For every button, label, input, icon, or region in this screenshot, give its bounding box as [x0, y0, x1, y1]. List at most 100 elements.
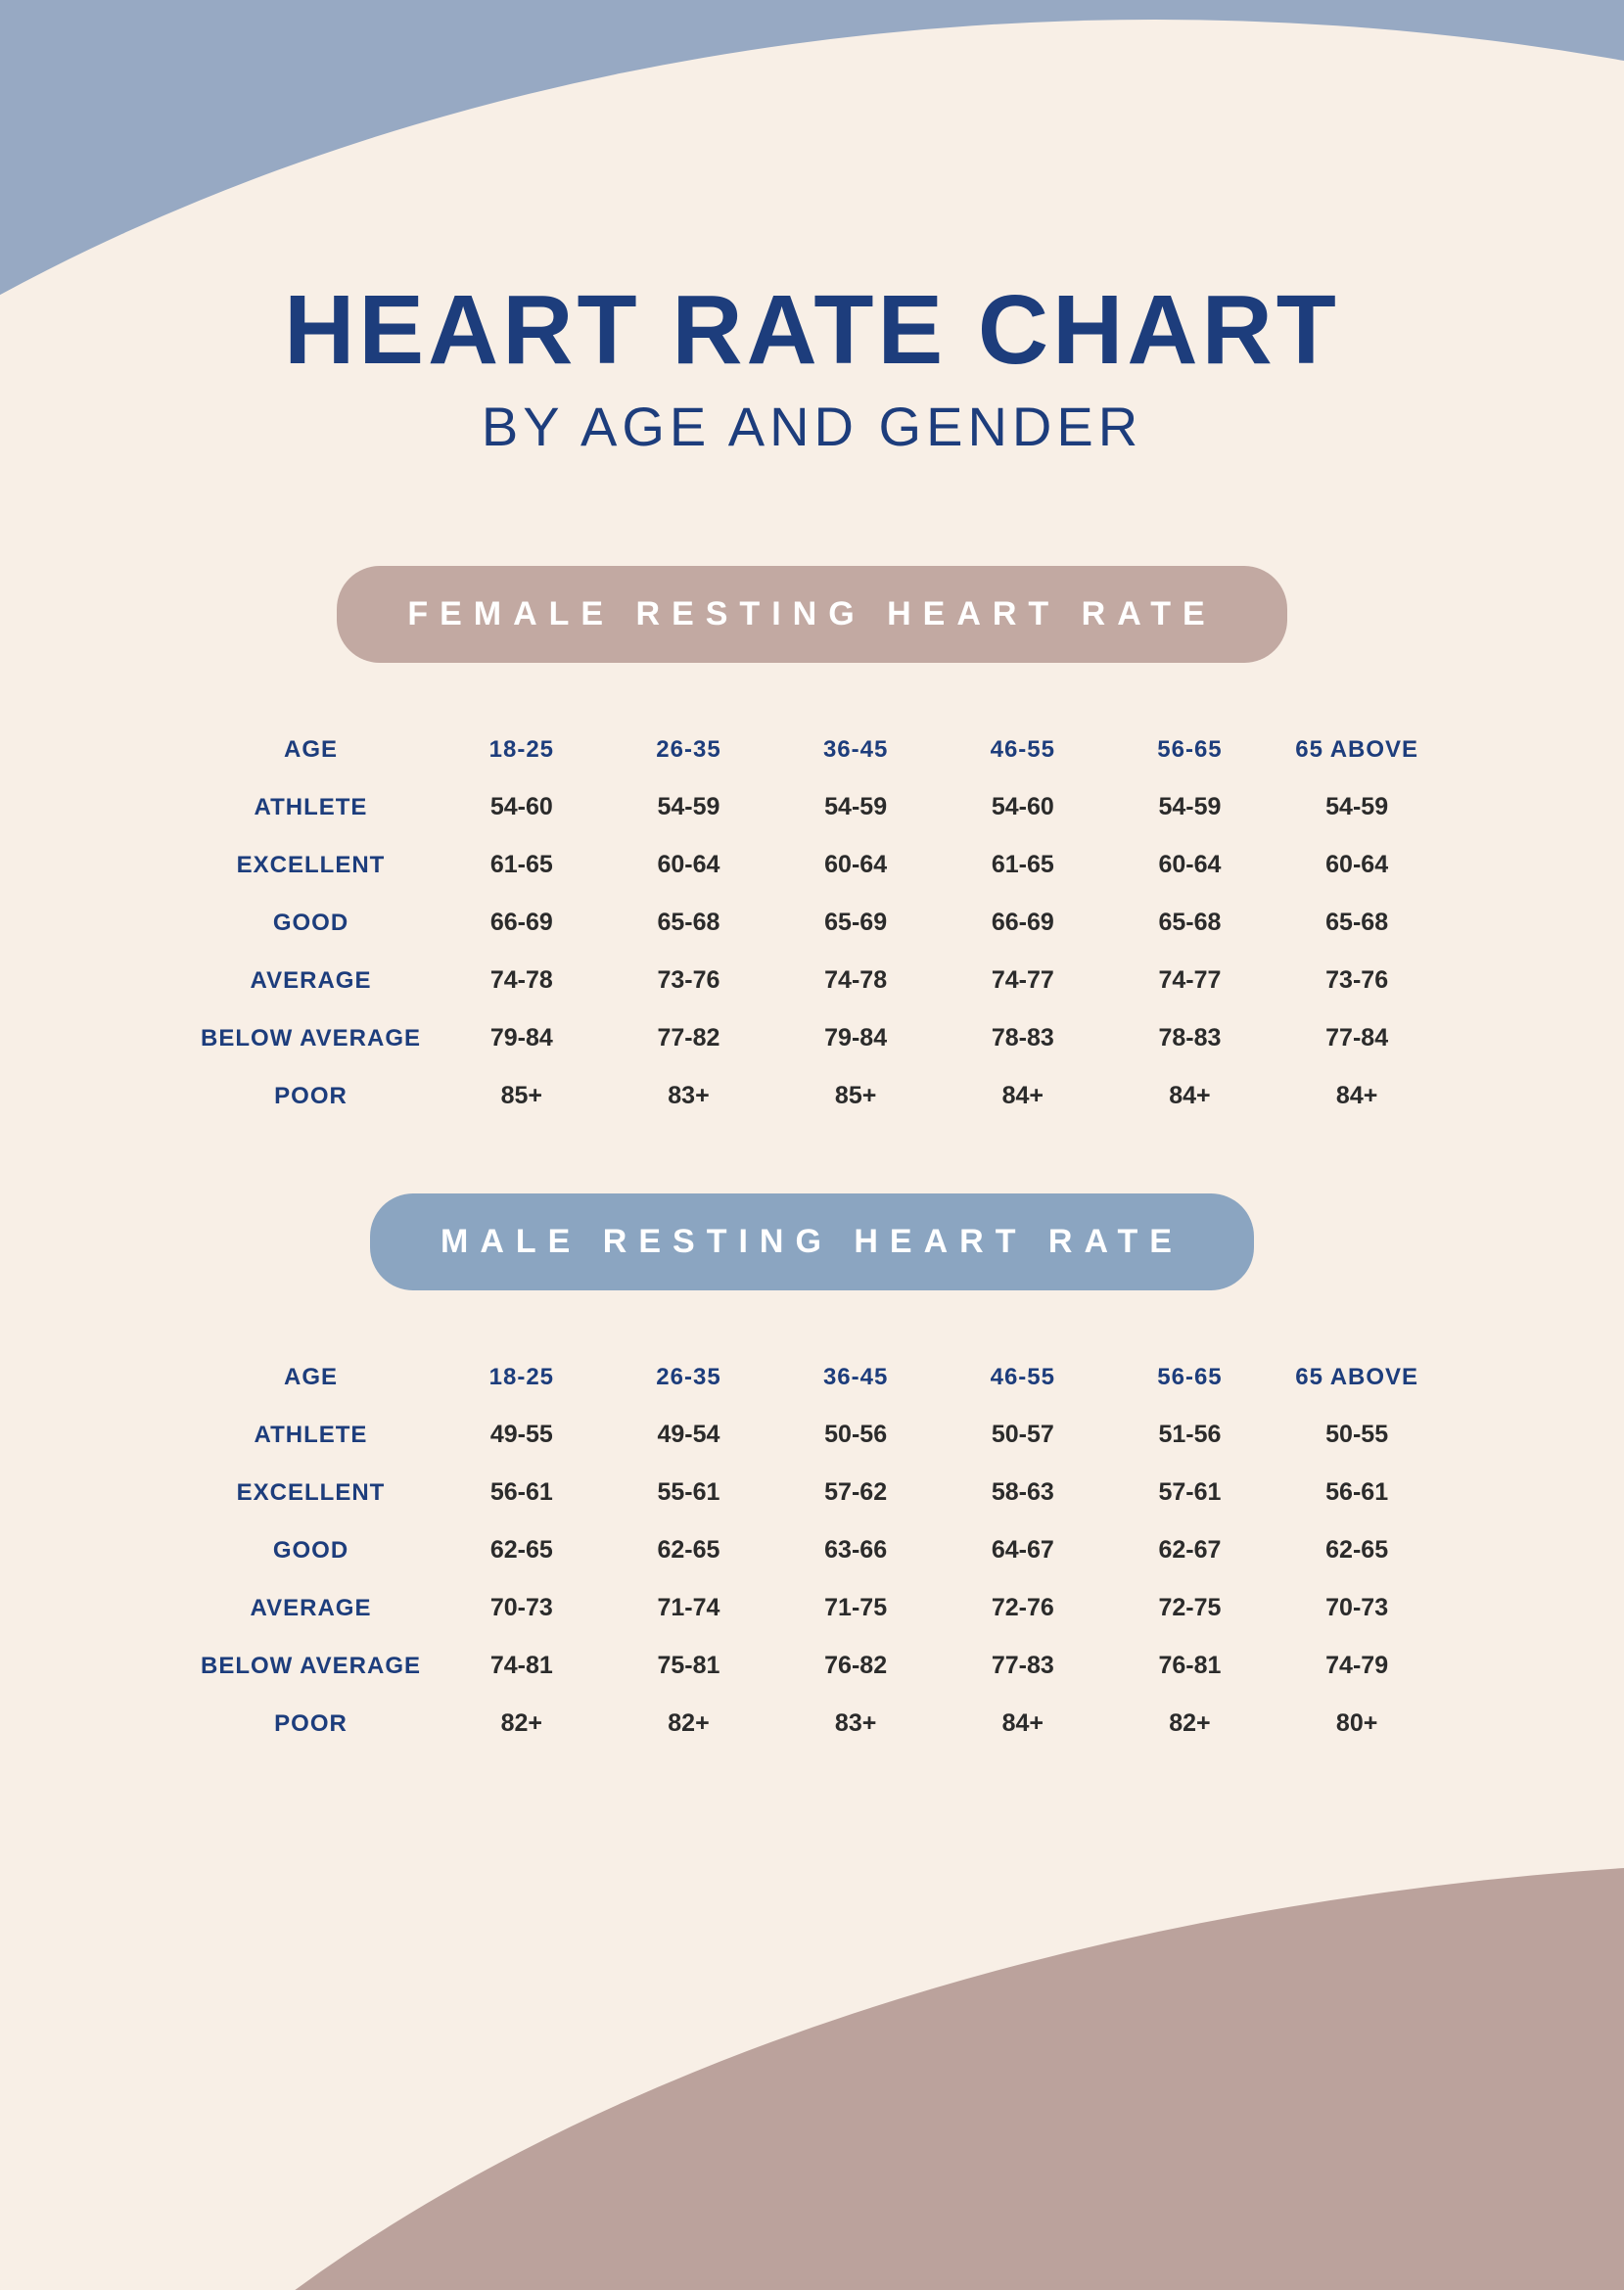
cell: 82+: [1106, 1695, 1274, 1753]
col-header: 65 ABOVE: [1274, 722, 1441, 778]
table-row: EXCELLENT56-6155-6157-6258-6357-6156-61: [184, 1464, 1441, 1521]
cell: 78-83: [1106, 1009, 1274, 1067]
col-header: 46-55: [939, 722, 1106, 778]
row-label: EXCELLENT: [184, 1464, 439, 1521]
table-row: ATHLETE54-6054-5954-5954-6054-5954-59: [184, 778, 1441, 836]
cell: 51-56: [1106, 1406, 1274, 1464]
cell: 83+: [605, 1067, 772, 1125]
cell: 56-61: [1274, 1464, 1441, 1521]
table-row: GOOD66-6965-6865-6966-6965-6865-68: [184, 894, 1441, 952]
cell: 61-65: [939, 836, 1106, 894]
cell: 57-62: [772, 1464, 940, 1521]
cell: 74-77: [1106, 952, 1274, 1009]
female-pill: FEMALE RESTING HEART RATE: [337, 566, 1286, 663]
cell: 63-66: [772, 1521, 940, 1579]
cell: 50-56: [772, 1406, 940, 1464]
cell: 60-64: [772, 836, 940, 894]
cell: 74-79: [1274, 1637, 1441, 1695]
cell: 62-65: [605, 1521, 772, 1579]
cell: 74-78: [439, 952, 606, 1009]
cell: 66-69: [939, 894, 1106, 952]
col-header: 36-45: [772, 722, 940, 778]
page-title: HEART RATE CHART: [0, 274, 1624, 387]
cell: 66-69: [439, 894, 606, 952]
row-label: ATHLETE: [184, 1406, 439, 1464]
cell: 77-82: [605, 1009, 772, 1067]
male-pill: MALE RESTING HEART RATE: [370, 1193, 1254, 1290]
col-header: 26-35: [605, 722, 772, 778]
page-subtitle: BY AGE AND GENDER: [0, 395, 1624, 458]
cell: 60-64: [1274, 836, 1441, 894]
cell: 82+: [439, 1695, 606, 1753]
cell: 54-59: [772, 778, 940, 836]
cell: 58-63: [939, 1464, 1106, 1521]
male-table-wrap: AGE 18-25 26-35 36-45 46-55 56-65 65 ABO…: [184, 1349, 1441, 1753]
cell: 70-73: [1274, 1579, 1441, 1637]
cell: 79-84: [439, 1009, 606, 1067]
col-header: 18-25: [439, 722, 606, 778]
cell: 50-57: [939, 1406, 1106, 1464]
cell: 72-76: [939, 1579, 1106, 1637]
cell: 84+: [939, 1067, 1106, 1125]
female-table: AGE 18-25 26-35 36-45 46-55 56-65 65 ABO…: [184, 722, 1441, 1125]
cell: 71-75: [772, 1579, 940, 1637]
row-label: AVERAGE: [184, 1579, 439, 1637]
cell: 62-67: [1106, 1521, 1274, 1579]
table-row: BELOW AVERAGE79-8477-8279-8478-8378-8377…: [184, 1009, 1441, 1067]
row-label: EXCELLENT: [184, 836, 439, 894]
cell: 60-64: [1106, 836, 1274, 894]
cell: 62-65: [1274, 1521, 1441, 1579]
table-header-row: AGE 18-25 26-35 36-45 46-55 56-65 65 ABO…: [184, 1349, 1441, 1406]
row-label: POOR: [184, 1067, 439, 1125]
male-section: MALE RESTING HEART RATE AGE 18-25 26-35 …: [0, 1193, 1624, 1753]
page: HEART RATE CHART BY AGE AND GENDER FEMAL…: [0, 0, 1624, 2290]
row-label: GOOD: [184, 894, 439, 952]
cell: 54-59: [1274, 778, 1441, 836]
cell: 71-74: [605, 1579, 772, 1637]
cell: 73-76: [605, 952, 772, 1009]
cell: 73-76: [1274, 952, 1441, 1009]
cell: 49-55: [439, 1406, 606, 1464]
cell: 78-83: [939, 1009, 1106, 1067]
cell: 54-60: [439, 778, 606, 836]
cell: 50-55: [1274, 1406, 1441, 1464]
cell: 76-81: [1106, 1637, 1274, 1695]
female-tbody: ATHLETE54-6054-5954-5954-6054-5954-59EXC…: [184, 778, 1441, 1125]
content: HEART RATE CHART BY AGE AND GENDER FEMAL…: [0, 0, 1624, 1753]
table-row: BELOW AVERAGE74-8175-8176-8277-8376-8174…: [184, 1637, 1441, 1695]
cell: 65-68: [1106, 894, 1274, 952]
female-section: FEMALE RESTING HEART RATE AGE 18-25 26-3…: [0, 566, 1624, 1125]
col-header: AGE: [184, 722, 439, 778]
table-row: POOR82+82+83+84+82+80+: [184, 1695, 1441, 1753]
cell: 74-78: [772, 952, 940, 1009]
cell: 79-84: [772, 1009, 940, 1067]
cell: 84+: [1106, 1067, 1274, 1125]
table-row: POOR85+83+85+84+84+84+: [184, 1067, 1441, 1125]
cell: 84+: [1274, 1067, 1441, 1125]
cell: 56-61: [439, 1464, 606, 1521]
col-header: 36-45: [772, 1349, 940, 1406]
cell: 82+: [605, 1695, 772, 1753]
cell: 55-61: [605, 1464, 772, 1521]
male-tbody: ATHLETE49-5549-5450-5650-5751-5650-55EXC…: [184, 1406, 1441, 1753]
row-label: AVERAGE: [184, 952, 439, 1009]
cell: 85+: [439, 1067, 606, 1125]
cell: 60-64: [605, 836, 772, 894]
cell: 65-68: [1274, 894, 1441, 952]
cell: 85+: [772, 1067, 940, 1125]
col-header: 26-35: [605, 1349, 772, 1406]
cell: 54-60: [939, 778, 1106, 836]
cell: 65-68: [605, 894, 772, 952]
cell: 74-77: [939, 952, 1106, 1009]
col-header: 56-65: [1106, 722, 1274, 778]
cell: 83+: [772, 1695, 940, 1753]
cell: 74-81: [439, 1637, 606, 1695]
cell: 64-67: [939, 1521, 1106, 1579]
table-row: AVERAGE70-7371-7471-7572-7672-7570-73: [184, 1579, 1441, 1637]
table-row: EXCELLENT61-6560-6460-6461-6560-6460-64: [184, 836, 1441, 894]
col-header: 18-25: [439, 1349, 606, 1406]
cell: 57-61: [1106, 1464, 1274, 1521]
table-row: AVERAGE74-7873-7674-7874-7774-7773-76: [184, 952, 1441, 1009]
cell: 84+: [939, 1695, 1106, 1753]
cell: 49-54: [605, 1406, 772, 1464]
